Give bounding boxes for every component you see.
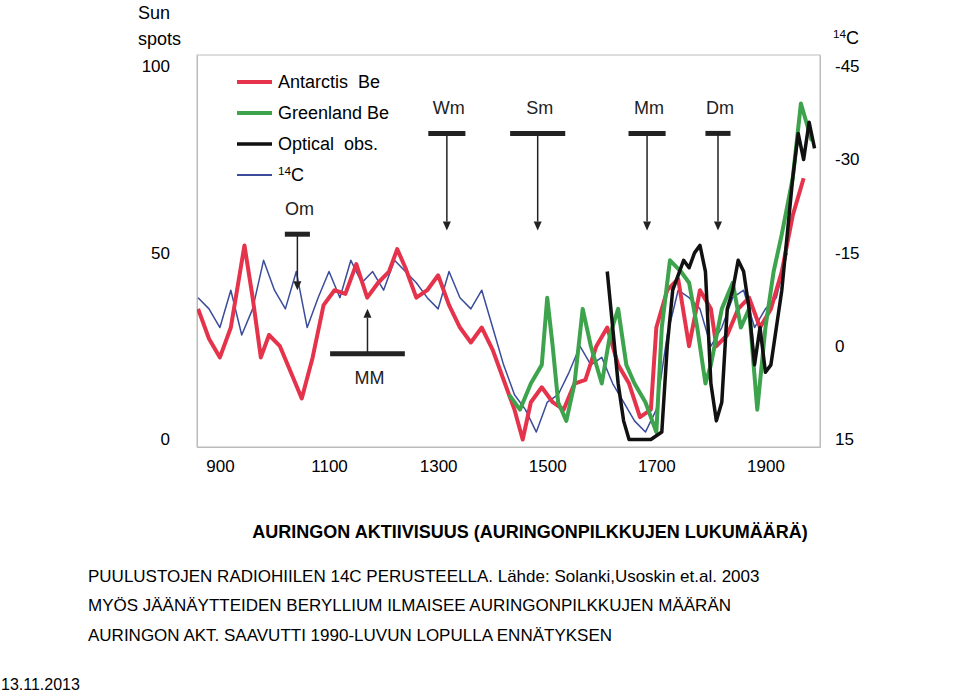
y-axis-title: Sunspots: [138, 3, 181, 49]
y2-axis-line: [820, 56, 821, 448]
x-tick: 1100: [311, 447, 348, 476]
x-tick: 900: [206, 447, 234, 476]
footnote: AURINGON AKT. SAAVUTTI 1990-LUVUN LOPULL…: [88, 626, 612, 645]
footnote: MYÖS JÄÄNÄYTTEIDEN BERYLLIUM ILMAISEE AU…: [88, 596, 731, 615]
x-tick: 1700: [638, 447, 676, 476]
legend-swatch: [237, 142, 272, 146]
x-axis-line: [198, 447, 821, 448]
annotation-arrow: [446, 133, 448, 221]
legend-label: Greenland Be: [278, 103, 389, 123]
annotation-arrowhead: [643, 221, 651, 230]
annotation-arrow: [646, 133, 648, 221]
chart-title: AURINGON AKTIIVISUUS (AURINGONPILKKUJEN …: [252, 522, 807, 542]
series-line: [509, 104, 812, 433]
x-tick-label: 1700: [638, 457, 676, 476]
y2-tick: -45: [820, 57, 860, 76]
annotation-arrowhead: [534, 221, 542, 230]
x-tick-label: 900: [206, 457, 234, 476]
annotation-label: Mm: [634, 98, 664, 118]
y-tick: 100: [142, 57, 197, 76]
x-axis: 900 1100 1300 1500 1700 1900: [198, 447, 821, 476]
y2-tick-label: 15: [835, 430, 854, 449]
y-axis: 0 50 100: [142, 56, 198, 450]
legend-label: Antarctis Be: [278, 72, 380, 92]
y2-tick-label: 0: [835, 337, 844, 356]
y2-tick-label: -15: [835, 244, 860, 263]
x-tick: 1500: [529, 447, 567, 476]
y-axis-line: [197, 56, 198, 448]
date-label: 13.11.2013: [1, 676, 80, 693]
annotation-arrow: [297, 234, 299, 281]
x-tick-label: 1900: [747, 457, 785, 476]
footnote: PUULUSTOJEN RADIOHIILEN 14C PERUSTEELLA.…: [88, 567, 759, 586]
y2-tick: -30: [820, 150, 860, 169]
legend-swatch: [237, 111, 272, 115]
y2-tick: 15: [820, 430, 854, 449]
annotation-arrowhead: [443, 221, 451, 230]
chart-svg: 900 1100 1300 1500 1700 1900 0 50 100 -45 -30 -15 0 1…: [0, 0, 960, 696]
annotation-label: Dm: [706, 98, 734, 118]
x-tick: 1900: [747, 447, 785, 476]
y-tick-label: 0: [161, 430, 170, 449]
chart-container: 900 1100 1300 1500 1700 1900 0 50 100 -45 -30 -15 0 1…: [0, 0, 960, 696]
annotation-arrowhead: [363, 309, 371, 318]
legend: Antarctis Be Greenland Be Optical obs. 14C: [237, 72, 389, 185]
legend-swatch: [237, 174, 272, 176]
y-tick-label: 50: [151, 244, 170, 263]
y-tick-label: 100: [142, 57, 170, 76]
y2-tick-label: -45: [835, 57, 860, 76]
y2-tick-label: -30: [835, 150, 860, 169]
x-tick-label: 1300: [420, 457, 458, 476]
plot-frame: [197, 55, 820, 447]
plot-area: [198, 104, 814, 440]
legend-label: 14C: [278, 164, 304, 185]
x-tick-label: 1500: [529, 457, 567, 476]
annotation-arrow: [367, 318, 369, 354]
annotation-arrowhead: [293, 281, 301, 290]
y-tick: 0: [161, 430, 197, 449]
legend-label: Optical obs.: [278, 134, 378, 154]
y2-tick: -15: [820, 244, 860, 263]
annotation-label: MM: [354, 368, 384, 388]
y2-tick: 0: [820, 337, 844, 356]
series-line: [607, 122, 814, 439]
x-tick-label: 1100: [311, 457, 348, 476]
y-tick: 50: [151, 244, 197, 263]
annotation-label: Sm: [526, 98, 553, 118]
annotation-arrow: [717, 133, 719, 221]
annotation-arrow: [537, 133, 539, 221]
annotation-label: Om: [285, 199, 314, 219]
y2-axis-title: 14C: [833, 27, 859, 48]
legend-swatch: [237, 80, 272, 84]
annotation-arrowhead: [714, 221, 722, 230]
x-tick: 1300: [420, 447, 458, 476]
annotation-label: Wm: [433, 98, 465, 118]
y2-axis: -45 -30 -15 0 15: [820, 56, 860, 450]
